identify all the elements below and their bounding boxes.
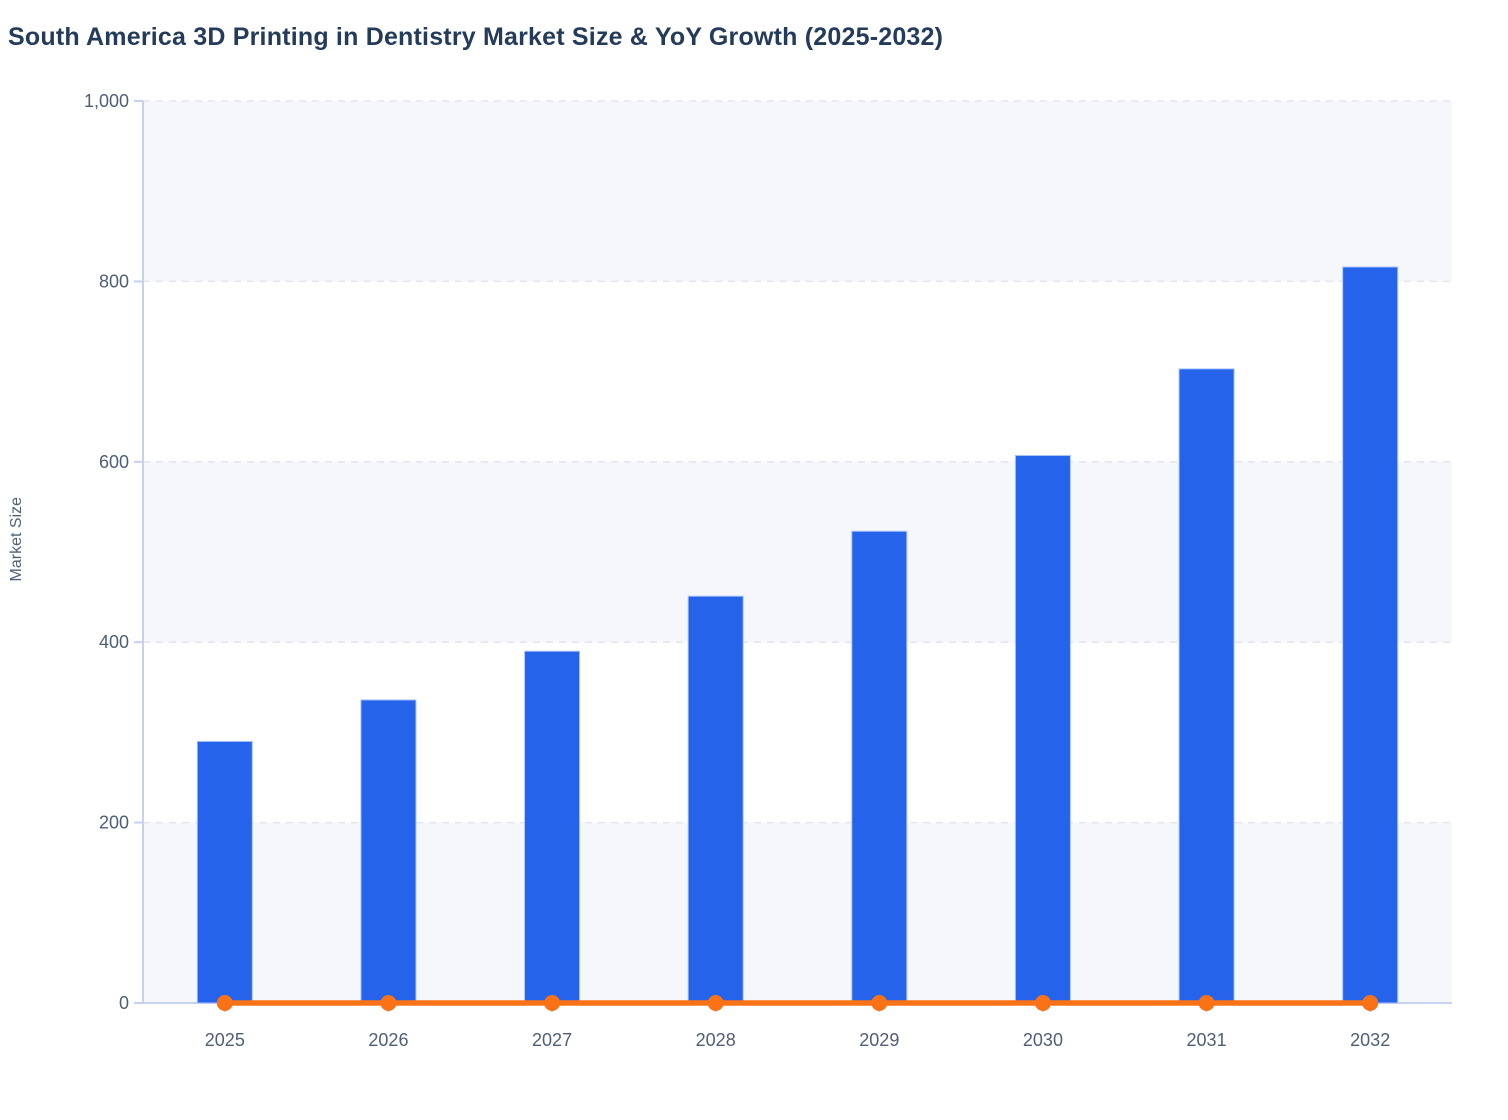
x-tick-label-2028: 2028 [696,1030,736,1050]
y-tick-label: 600 [99,452,129,472]
plot-band [143,101,1452,282]
bar-2028[interactable] [687,595,744,1004]
line-marker-2029[interactable] [871,995,888,1011]
y-tick-label: 800 [99,271,129,291]
line-marker-2027[interactable] [544,995,561,1011]
bar-2031[interactable] [1178,368,1235,1004]
line-marker-2028[interactable] [707,995,724,1011]
bar-2030[interactable] [1014,454,1071,1004]
x-tick-label-2027: 2027 [532,1030,572,1050]
line-marker-2031[interactable] [1198,995,1215,1011]
x-tick-label-2029: 2029 [859,1030,899,1050]
x-tick-label-2025: 2025 [205,1030,245,1050]
x-tick-label-2031: 2031 [1187,1030,1227,1050]
line-marker-2025[interactable] [216,995,233,1011]
line-marker-2030[interactable] [1034,995,1051,1011]
bar-2029[interactable] [851,530,908,1004]
x-tick-label-2030: 2030 [1023,1030,1063,1050]
bar-2025[interactable] [196,740,253,1004]
plot-band [143,461,1452,643]
line-marker-2026[interactable] [380,995,397,1011]
y-tick-label: 0 [119,993,129,1013]
plot-band [143,822,1452,1003]
line-marker-2032[interactable] [1362,995,1379,1011]
x-tick-label-2032: 2032 [1350,1030,1390,1050]
x-tick-label-2026: 2026 [368,1030,408,1050]
y-tick-label: 200 [99,813,129,833]
bar-2032[interactable] [1342,266,1399,1004]
bar-2027[interactable] [524,650,581,1004]
bar-2026[interactable] [360,699,417,1004]
y-tick-label: 400 [99,632,129,652]
y-tick-label: 1,000 [84,91,129,111]
chart-title: South America 3D Printing in Dentistry M… [8,22,944,51]
